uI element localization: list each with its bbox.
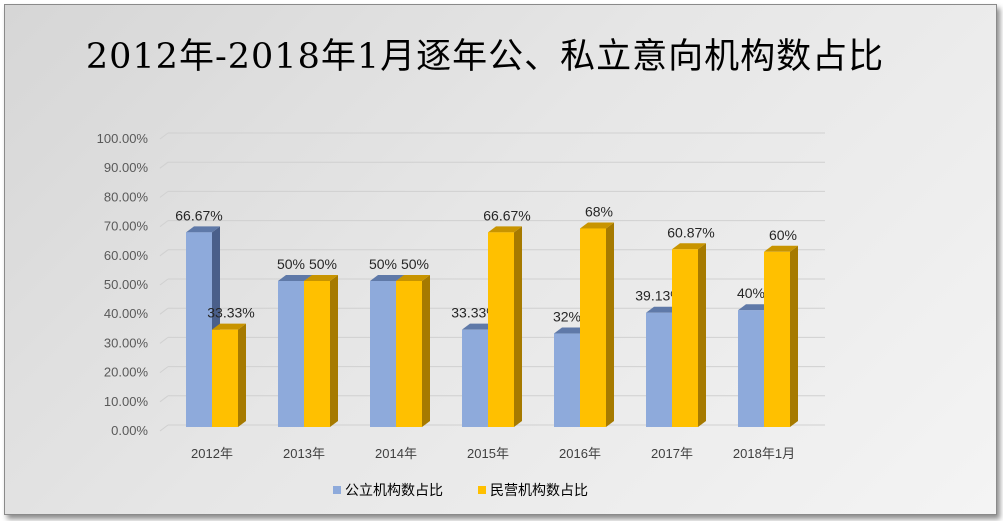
data-label: 66.67% bbox=[175, 207, 222, 223]
gridline-depth bbox=[159, 220, 169, 228]
data-label: 50% bbox=[309, 256, 337, 272]
legend-label: 民营机构数占比 bbox=[490, 482, 588, 498]
bar-side bbox=[330, 275, 338, 427]
bar-side bbox=[606, 222, 614, 427]
x-tick-label: 2012年 bbox=[191, 446, 233, 461]
bar bbox=[738, 310, 764, 427]
bar-top bbox=[212, 323, 246, 330]
data-label: 50% bbox=[277, 256, 305, 272]
y-tick-label: 70.00% bbox=[104, 219, 149, 234]
gridline-depth bbox=[159, 190, 169, 198]
bar-top bbox=[764, 245, 798, 252]
gridline-depth bbox=[159, 161, 169, 169]
bar bbox=[278, 281, 304, 427]
bar-side bbox=[514, 226, 522, 427]
gridline-depth bbox=[159, 307, 169, 315]
bar-top bbox=[488, 226, 522, 233]
bar-top bbox=[738, 304, 772, 311]
data-label: 66.67% bbox=[483, 207, 530, 223]
bar bbox=[212, 329, 238, 427]
bar-side bbox=[238, 323, 246, 427]
bar bbox=[304, 281, 330, 427]
bar bbox=[370, 281, 396, 427]
bar-top bbox=[554, 327, 588, 334]
bar-top bbox=[580, 222, 614, 229]
y-tick-label: 0.00% bbox=[111, 423, 148, 438]
y-tick-label: 80.00% bbox=[104, 189, 149, 204]
bar-top bbox=[278, 275, 312, 281]
bar bbox=[672, 249, 698, 427]
bar-side bbox=[698, 243, 706, 427]
x-tick-label: 2018年1月 bbox=[733, 446, 795, 461]
gridline-depth bbox=[159, 336, 169, 344]
bar-top bbox=[396, 275, 430, 281]
data-label: 50% bbox=[369, 256, 397, 272]
data-label: 68% bbox=[585, 203, 613, 219]
bar bbox=[396, 281, 422, 427]
x-tick-label: 2016年 bbox=[559, 446, 601, 461]
chart-title: 2012年-2018年1月逐年公、私立意向机构数占比 bbox=[85, 37, 885, 77]
bar-top bbox=[462, 323, 496, 330]
legend-swatch bbox=[478, 486, 486, 494]
gridline-depth bbox=[159, 249, 169, 257]
bar-side bbox=[422, 275, 430, 427]
gridline-depth bbox=[159, 366, 169, 374]
gridline-depth bbox=[159, 395, 169, 403]
bar-top bbox=[370, 275, 404, 281]
bar bbox=[462, 329, 488, 427]
legend-swatch bbox=[333, 486, 341, 494]
y-tick-label: 60.00% bbox=[104, 248, 149, 263]
x-tick-label: 2014年 bbox=[375, 446, 417, 461]
y-tick-label: 10.00% bbox=[104, 394, 149, 409]
gridline-depth bbox=[159, 132, 169, 140]
bar bbox=[764, 251, 790, 427]
bar-top bbox=[672, 243, 706, 250]
data-label: 50% bbox=[401, 256, 429, 272]
bar bbox=[646, 312, 672, 427]
legend-label: 公立机构数占比 bbox=[345, 482, 443, 498]
data-label: 32% bbox=[553, 309, 581, 325]
bar bbox=[554, 333, 580, 427]
bar-side bbox=[790, 245, 798, 427]
data-label: 33.33% bbox=[451, 305, 498, 321]
y-tick-label: 100.00% bbox=[97, 131, 149, 146]
bar-top bbox=[646, 306, 680, 313]
gridline-depth bbox=[159, 278, 169, 286]
y-tick-label: 20.00% bbox=[104, 365, 149, 380]
bar bbox=[186, 232, 212, 427]
bar-top bbox=[186, 226, 220, 233]
bar bbox=[580, 228, 606, 427]
x-tick-label: 2017年 bbox=[651, 446, 693, 461]
y-tick-label: 40.00% bbox=[104, 306, 149, 321]
data-label: 33.33% bbox=[207, 305, 254, 321]
x-tick-label: 2015年 bbox=[467, 446, 509, 461]
data-label: 39.13% bbox=[635, 288, 682, 304]
y-tick-label: 50.00% bbox=[104, 277, 149, 292]
bar-top bbox=[304, 275, 338, 281]
bar bbox=[488, 232, 514, 427]
data-label: 40% bbox=[737, 285, 765, 301]
y-tick-label: 30.00% bbox=[104, 335, 149, 350]
data-label: 60% bbox=[769, 227, 797, 243]
gridline-depth bbox=[159, 424, 169, 432]
y-tick-label: 90.00% bbox=[104, 160, 149, 175]
x-tick-label: 2013年 bbox=[283, 446, 325, 461]
data-label: 60.87% bbox=[667, 224, 714, 240]
